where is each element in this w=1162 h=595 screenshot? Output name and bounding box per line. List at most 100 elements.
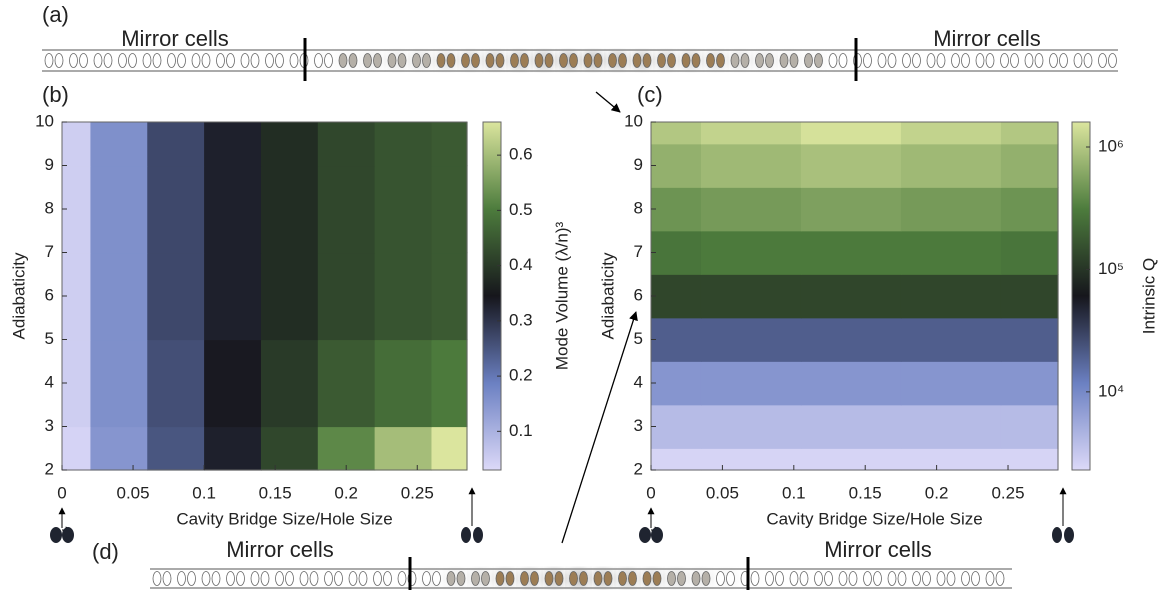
heat-cell [147,165,205,254]
icon-hole [639,527,651,543]
heat-cell [900,404,1002,449]
cell-hole [446,53,456,68]
cell-hole [583,53,593,68]
heat-cell [700,230,802,275]
cell-hole [995,571,1005,586]
cell-hole [544,571,554,586]
heat-cell [900,122,1002,145]
cell-hole [775,571,784,586]
heat-cell [700,274,802,319]
cell-hole [201,53,211,68]
panel-label: (d) [92,539,119,564]
cell-hole [226,53,235,68]
cell-hole [191,53,201,68]
cell-hole [814,53,823,68]
cell-hole [1083,53,1093,68]
cell-hole [201,571,211,586]
cell-hole [1073,53,1083,68]
heat-cell [374,165,433,254]
cell-hole [334,571,343,586]
cell-hole [730,53,740,68]
y-tick-label: 9 [634,155,643,174]
arrow [595,91,621,113]
cell-hole [530,571,539,586]
heat-cell [90,426,148,471]
heat-cell [700,187,802,232]
cell-hole [250,571,260,586]
cell-hole [236,571,245,586]
cell-hole [765,571,774,586]
cell-hole [912,53,921,68]
cell-hole [275,571,284,586]
heat-cell [317,122,376,167]
cell-hole [520,53,529,68]
cell-hole [544,53,554,68]
heat-cell [90,165,148,254]
heat-cell [700,361,802,406]
cell-hole [677,571,686,586]
heat-cell [800,122,902,145]
cell-hole [505,571,515,586]
cell-hole [436,53,446,68]
cell-hole [902,53,911,68]
heat-cell [1000,143,1059,188]
cell-hole [1034,53,1044,68]
cell-hole [765,53,774,68]
cell-hole [569,53,578,68]
strip-label: Mirror cells [824,537,932,562]
cell-hole [838,53,848,68]
colorbar-tick-label: 10⁴ [1098,381,1124,400]
colorbar-tick-label: 10⁶ [1098,136,1124,155]
icon-hole [473,527,483,543]
y-tick-label: 6 [45,285,54,304]
cell-hole [520,571,529,586]
cell-hole [828,53,838,68]
heat-cell [374,339,433,428]
cell-hole [740,53,750,68]
cell-hole [446,571,456,586]
colorbar-tick-label: 0.5 [509,200,533,219]
heat-cell [700,404,802,449]
heat-cell [651,317,702,362]
heat-cell [800,404,902,449]
icon-hole [461,527,471,543]
x-tick-label: 0.05 [117,483,150,502]
cell-hole [265,53,274,68]
heat-cell [90,252,148,341]
cell-hole [461,53,470,68]
cell-hole [628,571,637,586]
heat-cell [1000,122,1059,145]
cell-hole [1108,53,1117,68]
cell-hole [1010,53,1019,68]
heat-cell [700,448,802,471]
cell-hole [226,571,235,586]
cell-hole [324,571,333,586]
heat-cell [651,230,702,275]
heat-cell [1000,361,1059,406]
cell-hole [848,571,858,586]
heat-cell [374,122,433,167]
y-tick-label: 4 [634,372,643,391]
heat-cell [431,426,468,471]
colorbar-label: Mode Volume (λ/n)³ [552,221,571,370]
heat-cell [1000,230,1059,275]
cell-hole [1000,53,1009,68]
heat-cell [651,361,702,406]
heat-cell [1000,187,1059,232]
heat-cell [204,339,262,428]
cell-hole [789,571,799,586]
heat-cell [900,143,1002,188]
colorbar-tick-label: 0.2 [509,366,533,385]
heat-cell [374,426,433,471]
cell-hole [216,53,225,68]
y-tick-label: 8 [45,198,54,217]
cell-hole [912,571,921,586]
heat-cell [700,317,802,362]
strip-label: Mirror cells [226,537,334,562]
cell-hole [383,571,392,586]
heat-cell [147,339,205,428]
cell-hole [152,53,162,68]
cell-hole [363,53,372,68]
heat-cell [260,339,319,428]
heat-cell [260,252,319,341]
